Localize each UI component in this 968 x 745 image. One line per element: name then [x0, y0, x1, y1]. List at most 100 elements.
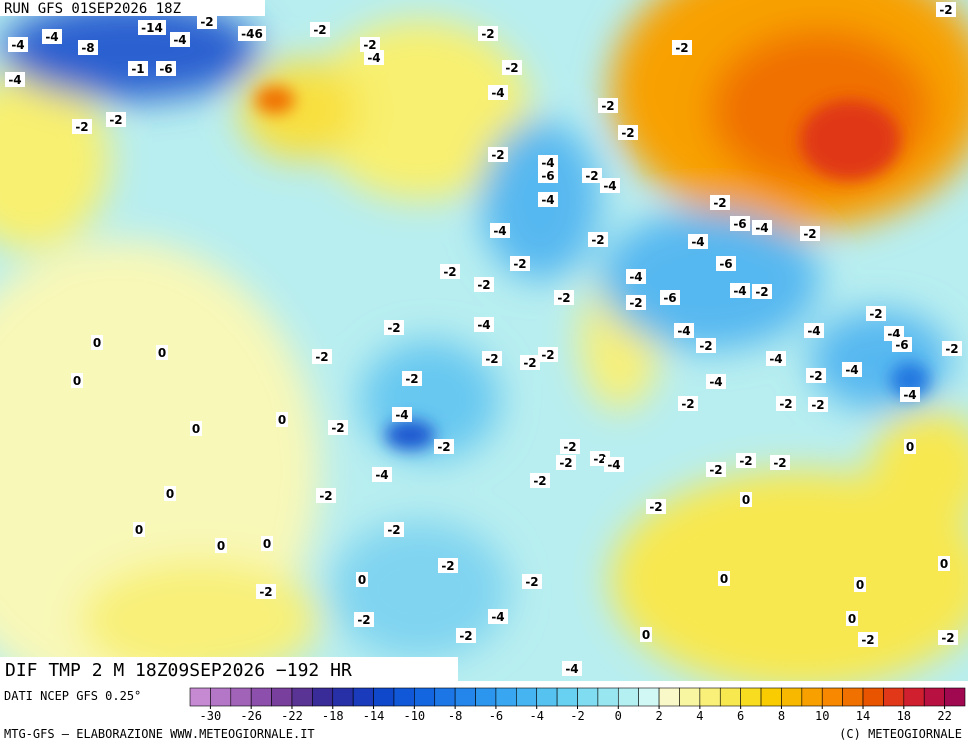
contour-label: -2: [649, 500, 662, 514]
label-box: [520, 355, 540, 370]
header-box: [0, 0, 265, 16]
contour-label: -4: [367, 51, 380, 65]
contour-label: -2: [779, 397, 792, 411]
contour-label: -2: [525, 575, 538, 589]
label-box: [71, 373, 83, 388]
colorbar-swatch: [842, 687, 864, 707]
contour-label: -2: [523, 356, 536, 370]
contour-label: -2: [387, 523, 400, 537]
contour-label: -4: [8, 73, 21, 87]
label-box: [674, 323, 694, 338]
colorbar-swatch: [495, 687, 517, 707]
label-box: [752, 220, 772, 235]
contour-label: -2: [331, 421, 344, 435]
label-box: [5, 72, 25, 87]
colorbar-swatch: [332, 687, 354, 707]
label-box: [488, 609, 508, 624]
contour-label: -4: [491, 86, 504, 100]
contour-label: -6: [541, 169, 554, 183]
contour-label: -2: [259, 585, 272, 599]
colorbar-swatch: [923, 687, 945, 707]
colorbar-tick-label: -26: [240, 709, 262, 723]
contour-label: -1: [131, 62, 144, 76]
contour-label: 0: [135, 523, 143, 537]
colorbar-swatch: [862, 687, 884, 707]
label-box: [710, 195, 730, 210]
label-box: [538, 192, 558, 207]
contour-label: 0: [848, 612, 856, 626]
label-box: [806, 368, 826, 383]
contour-label: -2: [941, 631, 954, 645]
contour-label: -2: [557, 291, 570, 305]
contour-label: -4: [173, 33, 186, 47]
label-box: [384, 320, 404, 335]
label-box: [626, 295, 646, 310]
colorbar-tick-label: -14: [363, 709, 385, 723]
contour-label: -4: [677, 324, 690, 338]
colorbar-swatch: [638, 687, 660, 707]
label-box: [846, 611, 858, 626]
label-box: [618, 125, 638, 140]
contour-label: -2: [533, 474, 546, 488]
contour-label: -2: [755, 285, 768, 299]
contour-label: -2: [709, 463, 722, 477]
label-box: [310, 22, 330, 37]
label-box: [808, 397, 828, 412]
contour-label: -2: [481, 27, 494, 41]
label-box: [490, 223, 510, 238]
colorbar-tick-label: -10: [403, 709, 425, 723]
label-box: [858, 632, 878, 647]
contour-label: -4: [769, 352, 782, 366]
colorbar-swatch: [352, 687, 374, 707]
label-box: [626, 269, 646, 284]
colorbar-swatch: [291, 687, 313, 707]
contour-label: -2: [713, 196, 726, 210]
label-box: [892, 337, 912, 352]
contour-label: 0: [93, 336, 101, 350]
contour-label: -2: [387, 321, 400, 335]
label-box: [238, 26, 266, 41]
contour-label: -4: [45, 30, 58, 44]
contour-label: -2: [541, 348, 554, 362]
contour-label: -2: [109, 113, 122, 127]
label-box: [730, 283, 750, 298]
label-box: [8, 37, 28, 52]
label-box: [106, 112, 126, 127]
contour-label: -2: [945, 342, 958, 356]
label-box: [91, 335, 103, 350]
contour-label: -4: [807, 324, 820, 338]
colorbar-swatch: [760, 687, 782, 707]
contour-label: -4: [565, 662, 578, 676]
label-box: [740, 492, 752, 507]
contour-label: -2: [491, 148, 504, 162]
contour-label: -6: [159, 62, 172, 76]
label-box: [384, 522, 404, 537]
colorbar-swatch: [189, 687, 211, 707]
label-box: [316, 488, 336, 503]
label-box: [582, 168, 602, 183]
label-box: [156, 61, 176, 76]
label-box: [478, 26, 498, 41]
label-box: [372, 467, 392, 482]
contour-label: -4: [607, 458, 620, 472]
colorbar-swatch: [679, 687, 701, 707]
contour-label: -4: [755, 221, 768, 235]
colorbar-swatch: [393, 687, 415, 707]
label-box: [133, 522, 145, 537]
contour-label: -2: [437, 440, 450, 454]
contour-label: -4: [603, 179, 616, 193]
contour-label: -2: [593, 452, 606, 466]
colorbar-tick-label: 4: [696, 709, 703, 723]
label-box: [42, 29, 62, 44]
label-box: [678, 396, 698, 411]
colorbar-swatch: [230, 687, 252, 707]
colorbar-swatch: [597, 687, 619, 707]
contour-label: 0: [166, 487, 174, 501]
label-box: [538, 347, 558, 362]
label-box: [440, 264, 460, 279]
contour-label: -2: [681, 397, 694, 411]
label-box: [588, 232, 608, 247]
contour-label: -2: [443, 265, 456, 279]
label-box: [854, 577, 866, 592]
contour-label: 0: [742, 493, 750, 507]
